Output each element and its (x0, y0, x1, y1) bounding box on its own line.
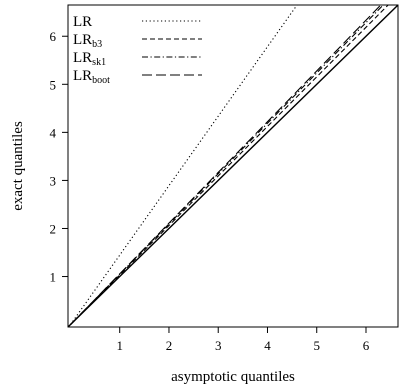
x-tick-label: 1 (116, 338, 123, 353)
reference-line (68, 5, 398, 327)
x-axis-title: asymptotic quantiles (171, 369, 295, 385)
series-line-boot (70, 5, 382, 325)
x-tick-label: 2 (166, 338, 173, 353)
x-tick-label: 3 (215, 338, 222, 353)
y-tick-label: 5 (50, 77, 57, 92)
y-tick-label: 2 (50, 221, 57, 236)
series-line-b3 (70, 5, 389, 325)
y-tick-label: 4 (50, 125, 57, 140)
legend-label: LRsk1 (73, 50, 106, 68)
y-axis-title: exact quantiles (10, 121, 26, 211)
legend-label: LR (73, 14, 92, 30)
x-tick-label: 4 (264, 338, 271, 353)
legend-label: LRb3 (73, 32, 102, 50)
y-tick-label: 6 (50, 29, 57, 44)
legend-label: LRboot (73, 68, 110, 86)
plot-frame (67, 4, 399, 328)
y-tick-label: 3 (50, 173, 57, 188)
x-tick-label: 5 (313, 338, 320, 353)
y-tick-label: 1 (50, 270, 57, 285)
x-tick-label: 6 (363, 338, 370, 353)
series-line-lr (70, 5, 298, 325)
